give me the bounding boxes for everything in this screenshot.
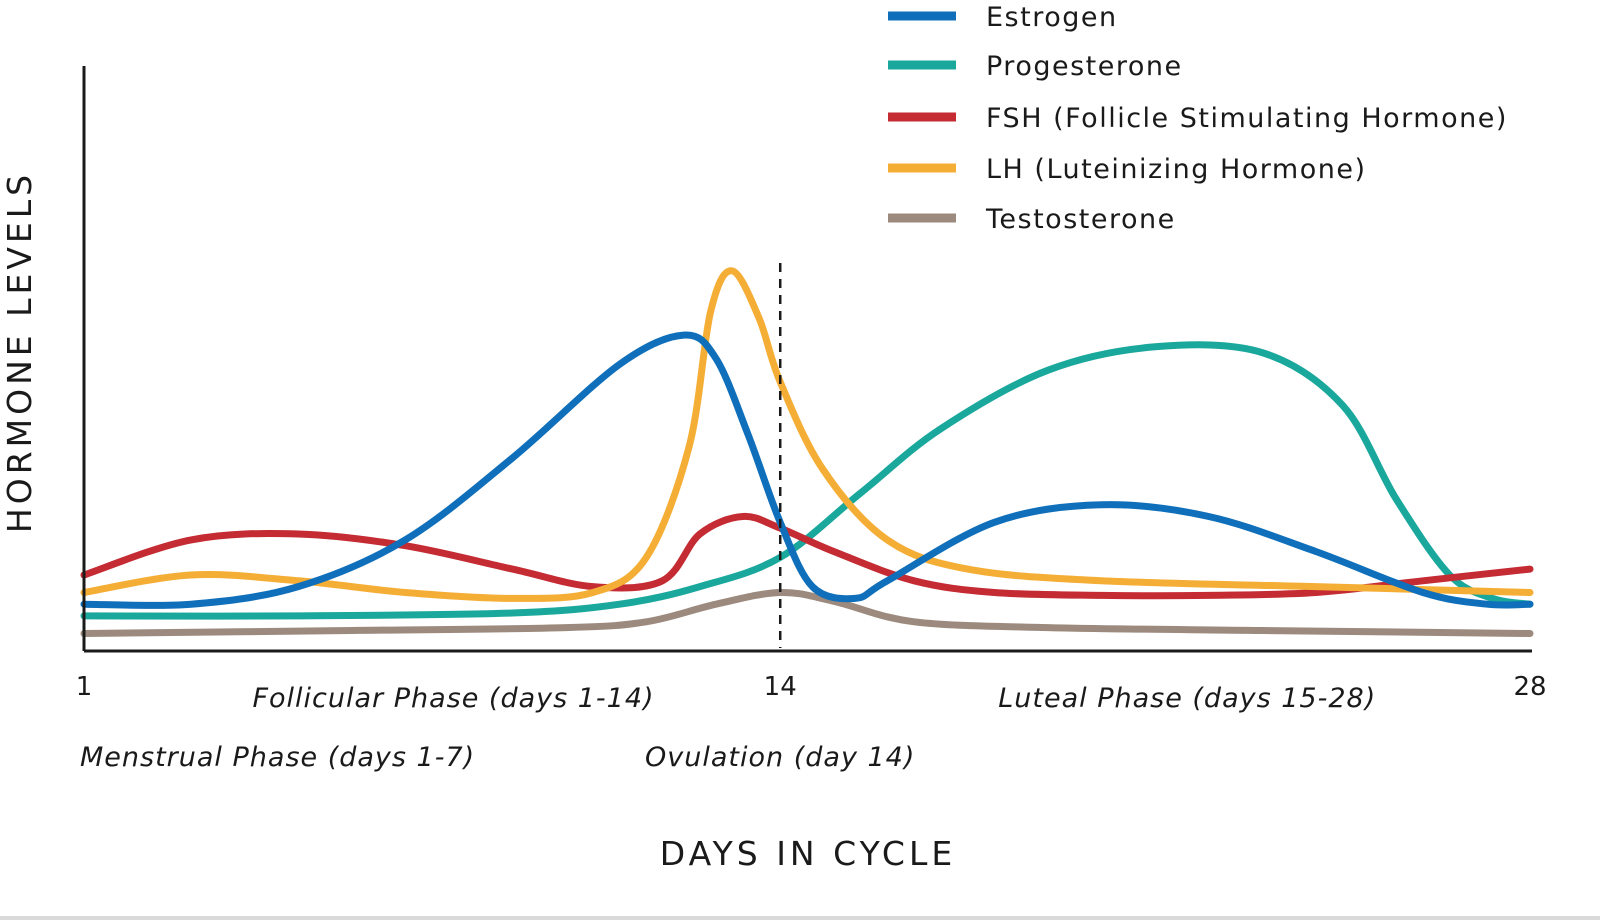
x-axis-title: DAYS IN CYCLE — [660, 834, 956, 873]
x-tick-label-14: 14 — [764, 672, 797, 702]
x-tick-label-1: 1 — [76, 672, 93, 702]
legend-label-lh-luteinizing-hormone: LH (Luteinizing Hormone) — [986, 154, 1367, 185]
series-line-lh-luteinizing-hormone — [80, 267, 1534, 602]
legend-label-testosterone: Testosterone — [985, 204, 1176, 235]
legend-label-progesterone: Progesterone — [986, 51, 1183, 82]
phase-label-follicular-phase-days-1-14: Follicular Phase (days 1-14) — [252, 683, 654, 714]
x-tick-label-28: 28 — [1513, 672, 1546, 702]
plot-area — [80, 267, 1534, 637]
series-line-testosterone — [80, 588, 1534, 637]
series-line-estrogen — [80, 331, 1534, 609]
series-line-progesterone — [80, 341, 1534, 620]
y-axis-title: HORMONE LEVELS — [0, 171, 39, 533]
bottom-divider — [0, 916, 1600, 920]
legend-label-fsh-follicle-stimulating-hormone: FSH (Follicle Stimulating Hormone) — [986, 103, 1508, 134]
legend: Estrogen Progesterone FSH (Follicle Stimul… — [888, 2, 1508, 235]
phase-label-menstrual-phase-days-1-7: Menstrual Phase (days 1-7) — [80, 742, 475, 773]
phase-label-luteal-phase-days-15-28: Luteal Phase (days 15-28) — [998, 683, 1376, 714]
x-tick-labels: 1 14 28 — [76, 672, 1547, 702]
legend-label-estrogen: Estrogen — [986, 2, 1118, 33]
phase-labels: Follicular Phase (days 1-14) Luteal Phase… — [80, 683, 1376, 773]
series-line-fsh-follicle-stimulating-hormone — [80, 512, 1534, 600]
phase-label-ovulation-day-14: Ovulation (day 14) — [645, 742, 915, 773]
